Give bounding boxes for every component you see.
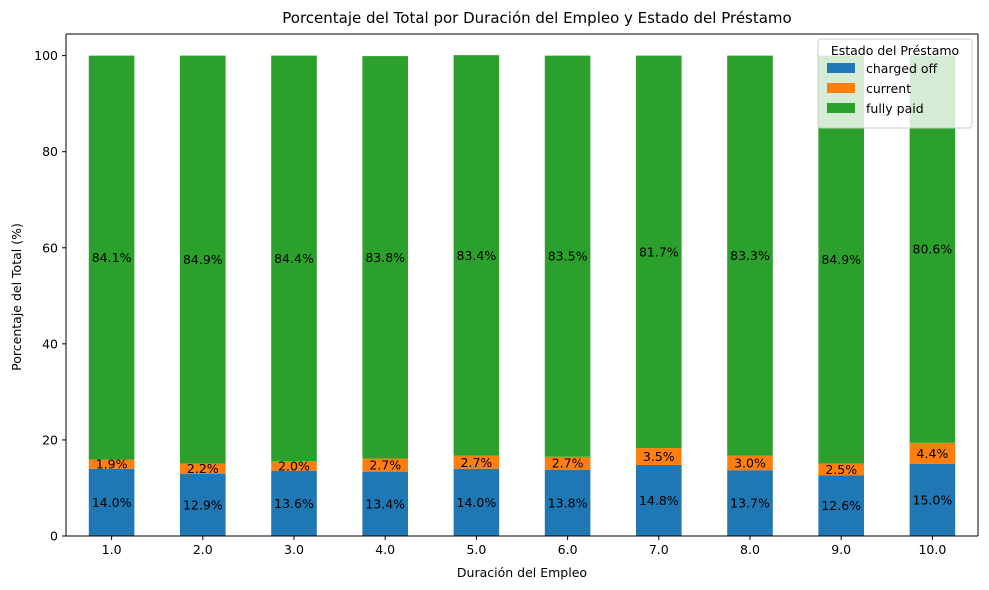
data-label-charged-off-9.0: 12.6% xyxy=(821,498,861,513)
x-tick-label: 1.0 xyxy=(102,542,122,557)
legend-title: Estado del Préstamo xyxy=(831,43,959,58)
legend-swatch-fully-paid xyxy=(827,103,855,113)
data-label-current-5.0: 2.7% xyxy=(461,455,493,470)
bar-current-1.0 xyxy=(88,459,135,469)
data-label-charged-off-1.0: 14.0% xyxy=(92,495,132,510)
legend-label-fully-paid: fully paid xyxy=(866,101,924,116)
bar-charged-off-7.0 xyxy=(636,464,682,536)
bar-fully-paid-2.0 xyxy=(180,55,226,464)
bar-fully-paid-8.0 xyxy=(727,55,773,456)
chart-title: Porcentaje del Total por Duración del Em… xyxy=(282,9,791,27)
bar-charged-off-10.0 xyxy=(909,463,956,536)
data-label-current-2.0: 2.2% xyxy=(187,461,219,476)
y-tick-label: 60 xyxy=(42,240,58,255)
data-label-fully-paid-9.0: 84.9% xyxy=(821,252,861,267)
data-label-charged-off-3.0: 13.6% xyxy=(274,496,314,511)
data-label-current-8.0: 3.0% xyxy=(734,455,766,470)
y-tick-label: 80 xyxy=(42,144,58,159)
bar-fully-paid-3.0 xyxy=(271,55,317,462)
data-label-current-7.0: 3.5% xyxy=(643,449,675,464)
data-label-fully-paid-8.0: 83.3% xyxy=(730,248,770,263)
legend-label-charged-off: charged off xyxy=(866,61,938,76)
legend: Estado del Préstamo charged off current ful… xyxy=(817,38,973,129)
bar-charged-off-3.0 xyxy=(271,470,317,536)
bar-current-5.0 xyxy=(453,455,500,469)
bar-current-4.0 xyxy=(362,458,408,472)
bar-current-8.0 xyxy=(727,455,773,471)
y-tick-label: 0 xyxy=(50,529,58,544)
bar-charged-off-9.0 xyxy=(818,475,864,536)
bar-current-3.0 xyxy=(271,461,317,471)
bar-charged-off-8.0 xyxy=(727,470,773,536)
bar-current-2.0 xyxy=(180,463,226,475)
data-label-current-10.0: 4.4% xyxy=(917,446,949,461)
bar-charged-off-2.0 xyxy=(180,474,226,536)
data-label-current-3.0: 2.0% xyxy=(278,458,310,473)
data-label-fully-paid-2.0: 84.9% xyxy=(183,252,223,267)
bar-charged-off-6.0 xyxy=(544,469,591,536)
data-label-fully-paid-5.0: 83.4% xyxy=(457,248,497,263)
x-tick-label: 9.0 xyxy=(831,542,851,557)
data-label-charged-off-5.0: 14.0% xyxy=(457,495,497,510)
data-label-current-4.0: 2.7% xyxy=(369,458,401,473)
data-label-charged-off-8.0: 13.7% xyxy=(730,496,770,511)
x-tick-label: 8.0 xyxy=(740,542,760,557)
bars-layer xyxy=(88,55,956,536)
bar-fully-paid-4.0 xyxy=(362,56,408,459)
bar-charged-off-5.0 xyxy=(453,468,500,536)
data-label-charged-off-4.0: 13.4% xyxy=(365,496,405,511)
data-labels-layer: 14.0% 1.9% 84.1% 12.9% 2.2% 84.9% 13.6% 2.0% 84.… xyxy=(92,242,953,514)
bar-current-7.0 xyxy=(636,448,682,465)
data-label-fully-paid-7.0: 81.7% xyxy=(639,244,679,259)
x-tick-label: 10.0 xyxy=(918,542,946,557)
y-tick-label: 20 xyxy=(42,432,58,447)
x-tick-label: 4.0 xyxy=(375,542,395,557)
legend-swatch-charged-off xyxy=(827,63,855,73)
data-label-current-9.0: 2.5% xyxy=(825,462,857,477)
axes-layer: 1.0 2.0 3.0 4.0 5.0 6.0 7.0 8.0 9.0 10.0 0 20 40 60 80… xyxy=(34,33,979,557)
x-axis-label: Duración del Empleo xyxy=(457,565,587,580)
data-label-current-6.0: 2.7% xyxy=(552,456,584,471)
y-tick-label: 100 xyxy=(34,48,58,63)
data-label-fully-paid-6.0: 83.5% xyxy=(548,249,588,264)
bar-fully-paid-7.0 xyxy=(636,55,682,449)
data-label-charged-off-10.0: 15.0% xyxy=(913,492,953,507)
data-label-charged-off-2.0: 12.9% xyxy=(183,498,223,513)
bar-fully-paid-6.0 xyxy=(544,55,591,457)
data-label-fully-paid-10.0: 80.6% xyxy=(913,242,953,257)
x-tick-label: 2.0 xyxy=(193,542,213,557)
legend-box xyxy=(817,38,973,129)
x-tick-label: 7.0 xyxy=(649,542,669,557)
bar-charged-off-1.0 xyxy=(88,468,135,536)
bar-fully-paid-1.0 xyxy=(88,55,135,460)
bar-fully-paid-5.0 xyxy=(453,55,500,456)
x-tick-label: 5.0 xyxy=(466,542,486,557)
bar-current-10.0 xyxy=(909,442,956,464)
data-label-current-1.0: 1.9% xyxy=(96,457,128,472)
legend-label-current: current xyxy=(866,81,911,96)
data-label-fully-paid-1.0: 84.1% xyxy=(92,250,132,265)
y-axis-label: Porcentaje del Total (%) xyxy=(9,223,24,371)
bar-current-9.0 xyxy=(818,463,864,476)
x-tick-label: 6.0 xyxy=(558,542,578,557)
bar-current-6.0 xyxy=(544,456,591,470)
data-label-fully-paid-4.0: 83.8% xyxy=(365,250,405,265)
data-label-charged-off-6.0: 13.8% xyxy=(548,495,588,510)
bar-charged-off-4.0 xyxy=(362,471,408,536)
x-tick-label: 3.0 xyxy=(284,542,304,557)
data-label-charged-off-7.0: 14.8% xyxy=(639,493,679,508)
data-label-fully-paid-3.0: 84.4% xyxy=(274,251,314,266)
y-tick-label: 40 xyxy=(42,336,58,351)
legend-swatch-current xyxy=(827,83,855,93)
